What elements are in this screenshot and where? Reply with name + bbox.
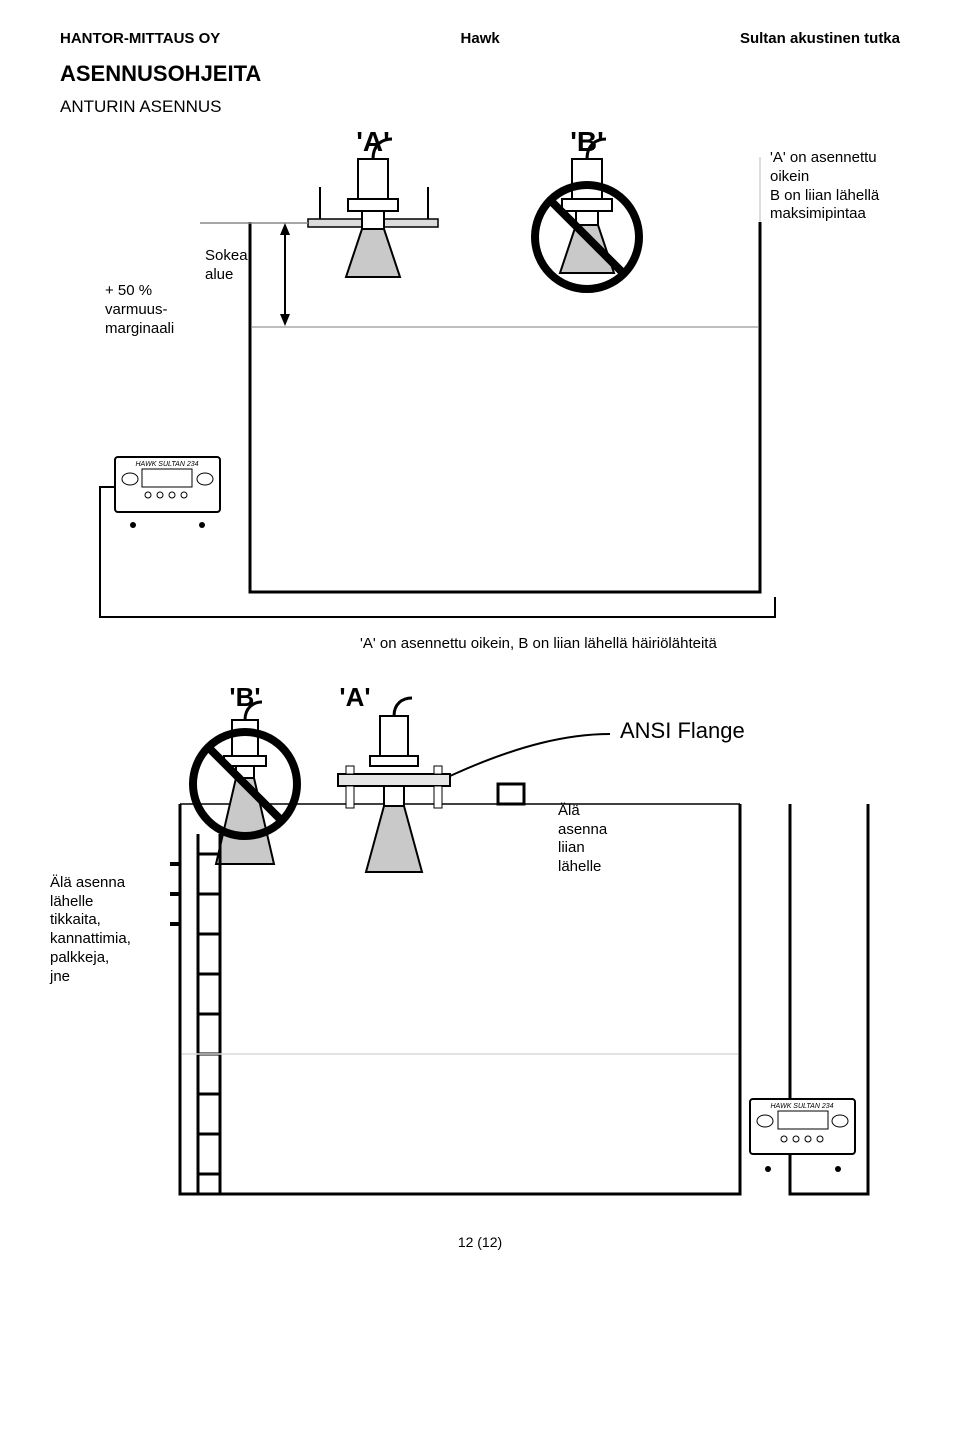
header-right: Sultan akustinen tutka — [740, 30, 900, 47]
svg-text:HAWK SULTAN 234: HAWK SULTAN 234 — [770, 1103, 833, 1110]
fig1-caption: 'A' on asennettu oikein B on liian lähel… — [770, 149, 879, 224]
figure-1-svg: HAWK SULTAN 234 'A' 'B' — [70, 127, 890, 627]
svg-text:'A': 'A' — [356, 127, 390, 157]
svg-text:'B': 'B' — [570, 127, 604, 157]
svg-text:'B': 'B' — [229, 682, 260, 712]
fig1-margin-label: + 50 % varmuus- marginaali — [105, 282, 174, 338]
fig2-dont-install-left: Älä asenna lähelle tikkaita, kannattimia… — [50, 874, 131, 987]
figure-2-svg: HAWK SULTAN 234 'B' 'A' ANSI Flange — [50, 654, 890, 1214]
sub-title: ANTURIN ASENNUS — [60, 97, 900, 117]
header-center: Hawk — [461, 30, 500, 47]
page-header: HANTOR-MITTAUS OY Hawk Sultan akustinen … — [60, 30, 900, 47]
fig2-dont-install-near: Älä asenna liian lähelle — [558, 802, 607, 877]
page-footer: 12 (12) — [60, 1234, 900, 1250]
figure-2: HAWK SULTAN 234 'B' 'A' ANSI Flange Älä … — [50, 654, 890, 1214]
svg-text:'A': 'A' — [339, 682, 370, 712]
fig2-caption-top: 'A' on asennettu oikein, B on liian lähe… — [360, 635, 900, 654]
figure-1: HAWK SULTAN 234 'A' 'B' 'A' on asennettu… — [70, 127, 890, 627]
main-title: ASENNUSOHJEITA — [60, 61, 900, 87]
svg-text:ANSI Flange: ANSI Flange — [620, 718, 745, 743]
fig1-sokea-label: Sokea alue — [205, 247, 248, 285]
page: HANTOR-MITTAUS OY Hawk Sultan akustinen … — [0, 0, 960, 1270]
svg-text:HAWK SULTAN 234: HAWK SULTAN 234 — [135, 461, 198, 468]
header-left: HANTOR-MITTAUS OY — [60, 30, 220, 47]
